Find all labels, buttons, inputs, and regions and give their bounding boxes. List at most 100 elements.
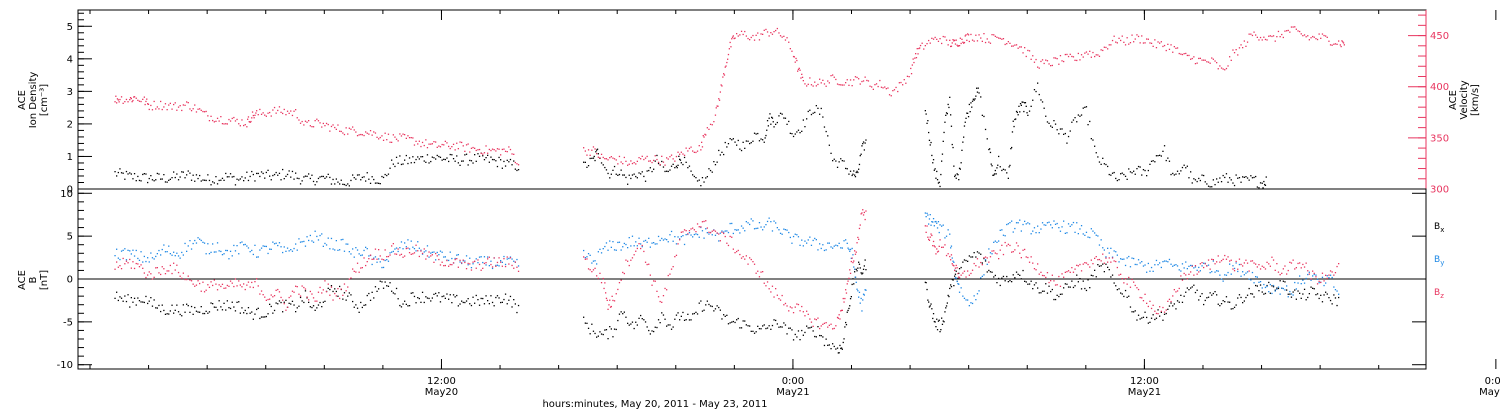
density-point (1141, 174, 1143, 176)
velocity-point (693, 151, 695, 153)
field-point-bx (662, 314, 665, 316)
field-point-bx (1279, 280, 1281, 282)
field-point-bx (379, 280, 381, 282)
density-point (511, 164, 513, 166)
field-point-bx (718, 306, 720, 309)
velocity-point (902, 84, 904, 86)
field-point-bx (433, 293, 435, 295)
velocity-point (395, 138, 398, 140)
field-point-bx (685, 319, 687, 321)
field-point-bx (389, 282, 391, 284)
velocity-point (1188, 54, 1190, 57)
velocity-point (118, 101, 120, 103)
field-point-bx (327, 287, 329, 289)
field-point-bx (820, 335, 822, 337)
density-point (1193, 178, 1195, 180)
field-point-by (1235, 262, 1237, 264)
field-point-bz (1150, 307, 1153, 310)
field-point-bz (433, 261, 435, 263)
field-point-bx (726, 314, 728, 316)
field-point-bx (335, 290, 337, 293)
density-point (387, 173, 390, 175)
field-point-bz (1054, 284, 1057, 286)
velocity-point (1159, 42, 1161, 44)
field-point-by (1100, 239, 1102, 241)
velocity-point (248, 121, 250, 123)
field-point-by (742, 227, 744, 229)
field-point-bx (935, 326, 937, 328)
field-point-bx (1043, 290, 1045, 292)
velocity-point (999, 37, 1001, 40)
field-point-by (443, 256, 445, 258)
field-point-bz (1229, 260, 1231, 262)
velocity-point (273, 106, 276, 109)
field-point-bx (1310, 286, 1312, 288)
field-point-bz (1334, 272, 1337, 274)
velocity-point (841, 84, 843, 86)
density-point (1157, 155, 1159, 157)
field-point-bx (846, 311, 848, 313)
field-point-by (142, 261, 144, 263)
field-point-by (936, 222, 938, 224)
field-point-by (1282, 287, 1284, 290)
density-point (696, 180, 699, 182)
velocity-point (814, 81, 816, 83)
field-point-bx (119, 296, 121, 298)
field-point-by (1045, 224, 1047, 226)
field-point-bz (1163, 311, 1166, 313)
field-point-bx (1237, 297, 1239, 299)
density-point (482, 155, 484, 157)
field-point-bx (1067, 286, 1070, 288)
field-point-bz (1113, 260, 1115, 262)
density-point (640, 173, 642, 175)
field-point-bz (132, 261, 134, 263)
velocity-point (443, 144, 445, 146)
density-point (762, 139, 764, 141)
velocity-point (1123, 41, 1125, 43)
velocity-point (1312, 35, 1314, 38)
field-point-by (332, 248, 334, 250)
velocity-point (910, 73, 913, 75)
field-point-by (488, 265, 490, 267)
velocity-point (280, 111, 282, 113)
field-point-bz (1085, 262, 1088, 264)
density-point (855, 171, 857, 174)
field-point-bx (1235, 304, 1237, 306)
velocity-point (905, 82, 907, 84)
field-point-bz (329, 294, 331, 296)
density-point (280, 179, 282, 181)
velocity-point (324, 125, 326, 127)
density-point (259, 175, 261, 178)
field-point-bx (483, 303, 486, 305)
field-point-by (164, 251, 167, 253)
density-point (132, 178, 134, 180)
field-point-bz (929, 236, 931, 238)
velocity-point (151, 109, 154, 111)
field-point-bz (501, 265, 503, 267)
velocity-point (1302, 35, 1304, 37)
field-point-bx (855, 268, 857, 270)
field-point-bz (727, 244, 730, 247)
velocity-point (936, 38, 938, 40)
field-point-by (930, 224, 932, 226)
field-point-bz (360, 267, 362, 269)
field-point-bx (293, 304, 295, 306)
field-point-bz (928, 238, 930, 240)
velocity-point (1154, 39, 1156, 41)
field-point-bx (160, 310, 162, 313)
field-point-by (1172, 265, 1174, 267)
density-point (807, 110, 809, 113)
density-point (425, 161, 427, 163)
field-point-bx (1137, 314, 1140, 316)
field-point-bz (750, 258, 752, 261)
velocity-point (182, 104, 184, 106)
velocity-point (1089, 50, 1091, 52)
density-point (229, 173, 232, 175)
field-point-bx (491, 301, 494, 304)
field-point-by (1185, 261, 1187, 263)
velocity-point (430, 143, 432, 145)
density-point (856, 170, 858, 172)
density-point (1015, 110, 1018, 113)
velocity-point (848, 84, 850, 86)
field-point-bx (953, 285, 955, 287)
